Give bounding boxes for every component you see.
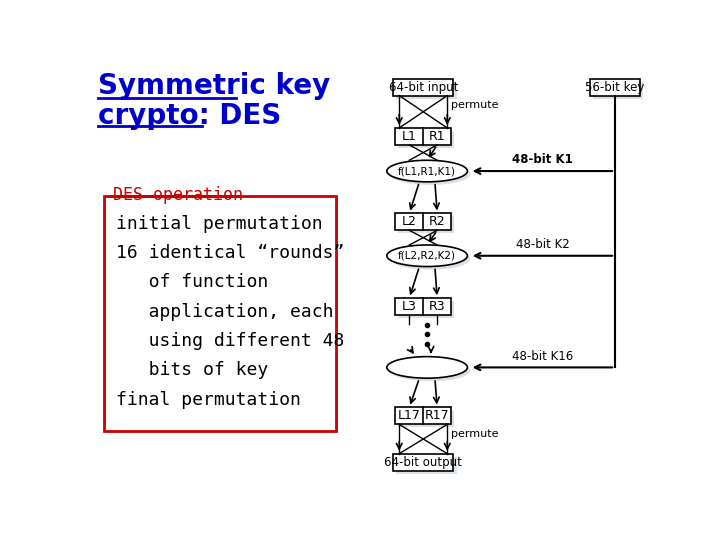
Text: DES operation: DES operation: [113, 186, 243, 204]
Text: 64-bit input: 64-bit input: [389, 80, 458, 93]
Bar: [395, 213, 451, 231]
Bar: [393, 79, 454, 96]
Text: L17: L17: [398, 409, 420, 422]
Bar: [104, 195, 336, 430]
Text: final permutation: final permutation: [116, 390, 300, 408]
Text: 48-bit K1: 48-bit K1: [512, 153, 573, 166]
Text: 48-bit K16: 48-bit K16: [512, 350, 573, 363]
Text: R3: R3: [429, 300, 446, 313]
Bar: [395, 298, 451, 315]
Bar: [396, 457, 456, 474]
Ellipse shape: [387, 356, 467, 378]
Ellipse shape: [390, 248, 471, 269]
Ellipse shape: [390, 360, 471, 381]
Bar: [393, 454, 454, 470]
Text: R17: R17: [425, 409, 449, 422]
Bar: [398, 410, 454, 428]
Bar: [398, 131, 454, 148]
Text: crypto: DES: crypto: DES: [98, 102, 281, 130]
Text: of function: of function: [116, 273, 268, 292]
Text: using different 48: using different 48: [116, 332, 344, 350]
Ellipse shape: [387, 245, 467, 267]
Text: application, each: application, each: [116, 303, 333, 321]
Text: 56-bit key: 56-bit key: [585, 80, 644, 93]
Text: L2: L2: [402, 215, 417, 228]
Text: initial permutation: initial permutation: [116, 215, 323, 233]
Text: bits of key: bits of key: [116, 361, 268, 379]
Bar: [396, 82, 456, 99]
Text: Symmetric key: Symmetric key: [98, 72, 330, 100]
Text: L3: L3: [402, 300, 417, 313]
Text: L1: L1: [402, 130, 417, 143]
Bar: [590, 79, 640, 96]
Text: R2: R2: [429, 215, 446, 228]
Bar: [395, 408, 451, 424]
Text: permute: permute: [451, 429, 499, 438]
Bar: [593, 82, 644, 99]
Text: 16 identical “rounds”: 16 identical “rounds”: [116, 244, 344, 262]
Ellipse shape: [387, 160, 467, 182]
Text: f(L2,R2,K2): f(L2,R2,K2): [398, 251, 456, 261]
Bar: [398, 301, 454, 318]
Bar: [398, 217, 454, 233]
Bar: [395, 128, 451, 145]
Text: 64-bit output: 64-bit output: [384, 456, 462, 469]
Text: permute: permute: [451, 100, 499, 110]
Text: 48-bit K2: 48-bit K2: [516, 238, 570, 251]
Text: f(L1,R1,K1): f(L1,R1,K1): [398, 166, 456, 176]
Ellipse shape: [390, 164, 471, 185]
Text: R1: R1: [429, 130, 446, 143]
